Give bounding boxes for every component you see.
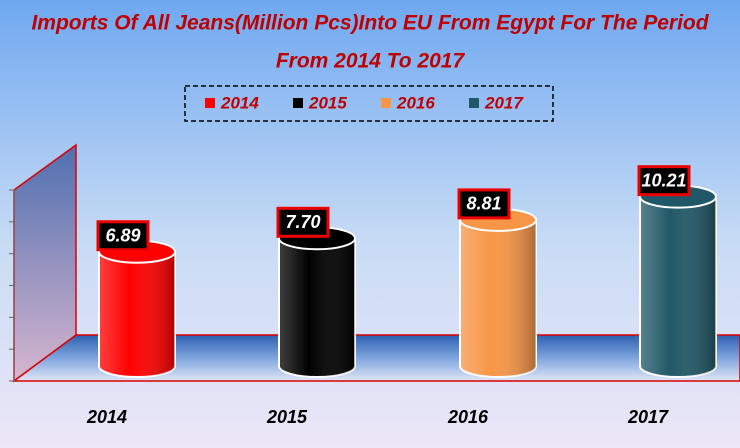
bar [459,207,537,378]
legend-label: 2017 [484,93,524,112]
cylinder-shade [279,238,355,377]
bar [278,226,356,378]
bar [98,239,176,378]
legend-swatch [469,98,479,108]
value-label: 6.89 [105,225,140,245]
legend-swatch [293,98,303,108]
cylinder-shade [640,196,716,377]
value-label: 8.81 [466,194,501,214]
legend-label: 2016 [396,93,435,112]
value-label-box [457,188,511,220]
chart-subtitle: From 2014 To 2017 [276,50,466,73]
legend-swatch [205,98,215,108]
value-label-box [637,165,691,197]
x-tick-label: 2014 [86,407,127,427]
value-label: 7.70 [285,212,320,232]
x-tick-label: 2017 [627,407,669,427]
legend-label: 2015 [308,93,347,112]
bar [639,184,717,378]
x-tick-label: 2016 [447,407,489,427]
x-tick-label: 2015 [266,407,308,427]
value-label-box [96,220,150,252]
legend-box [184,85,554,122]
cylinder-shade [460,219,536,377]
chart-title: Imports Of All Jeans(Million Pcs)Into EU… [31,12,709,35]
legend-swatch [381,98,391,108]
value-label-box [276,206,330,238]
value-label: 10.21 [641,170,686,190]
cylinder-shade [99,251,175,377]
legend-label: 2014 [220,93,259,112]
